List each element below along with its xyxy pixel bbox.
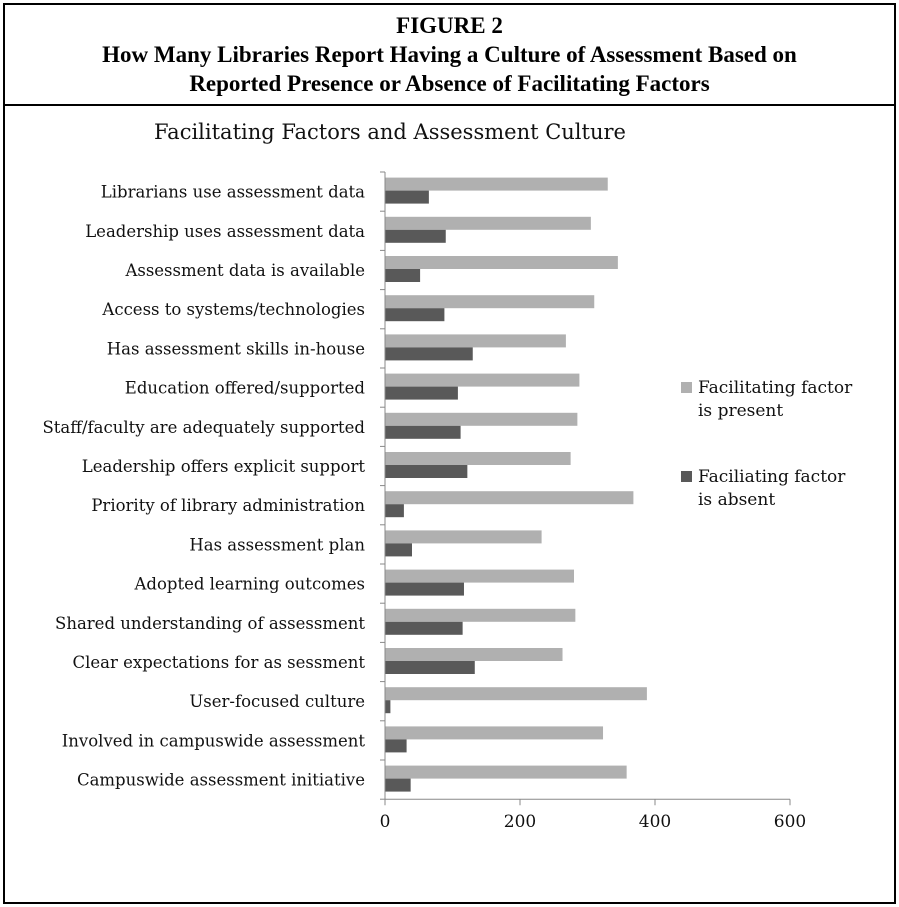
legend-swatch-present (681, 382, 692, 393)
bar-factor-absent (385, 778, 411, 792)
bar-factor-absent (385, 190, 429, 204)
x-tick-label: 200 (504, 812, 536, 832)
bar-factor-present (385, 334, 566, 348)
bar-factor-absent (385, 661, 475, 674)
category-label: Clear expectations for as sessment (73, 653, 366, 672)
category-label: User-focused culture (189, 692, 365, 711)
bar-factor-present (385, 726, 604, 740)
category-label: Access to systems/technologies (101, 300, 365, 319)
bar-factor-absent (385, 308, 445, 322)
bar-factor-present (385, 295, 595, 309)
legend-label: is present (698, 401, 783, 421)
bar-factor-absent (385, 229, 446, 243)
legend-label: is absent (698, 490, 775, 510)
bar-factor-absent (385, 347, 473, 361)
category-label: Involved in campuswide assessment (62, 731, 366, 750)
figure-frame: FIGURE 2 How Many Libraries Report Havin… (3, 3, 896, 904)
bar-factor-absent (385, 700, 391, 714)
category-label: Assessment data is available (124, 261, 365, 280)
bar-factor-present (385, 608, 576, 622)
figure-title-line-1: How Many Libraries Report Having a Cultu… (102, 42, 797, 67)
x-tick-label: 0 (380, 812, 391, 832)
category-label: Priority of library administration (91, 496, 365, 515)
bar-factor-absent (385, 543, 412, 557)
figure-title-line-2: Reported Presence or Absence of Facilita… (189, 71, 710, 96)
figure-number: FIGURE 2 (396, 13, 503, 38)
category-label: Has assessment plan (189, 535, 365, 554)
bar-factor-present (385, 452, 571, 465)
bar-factor-present (385, 256, 618, 269)
bar-factor-present (385, 765, 627, 779)
legend-label: Facilitating factor (698, 378, 853, 398)
bar-factor-present (385, 491, 634, 505)
bar-factor-present (385, 648, 563, 661)
bar-factor-present (385, 687, 647, 701)
bar-factor-absent (385, 465, 468, 478)
figure-header: FIGURE 2 How Many Libraries Report Havin… (5, 5, 894, 106)
category-label: Librarians use assessment data (101, 183, 365, 202)
category-label: Has assessment skills in-house (107, 339, 365, 358)
bar-factor-present (385, 177, 608, 191)
category-label: Campuswide assessment initiative (77, 771, 365, 790)
category-label: Leadership uses assessment data (85, 222, 365, 241)
bar-factor-absent (385, 386, 458, 400)
bar-factor-absent (385, 504, 404, 518)
chart-title: Facilitating Factors and Assessment Cult… (154, 120, 626, 144)
bar-factor-absent (385, 582, 464, 596)
category-label: Education offered/supported (125, 379, 366, 398)
category-label: Shared understanding of assessment (55, 614, 365, 633)
bar-factor-absent (385, 739, 407, 753)
bar-factor-present (385, 216, 591, 230)
legend-label: Faciliating factor (698, 467, 846, 487)
bar-factor-absent (385, 621, 463, 635)
x-tick-label: 400 (639, 812, 671, 832)
x-tick-label: 600 (774, 812, 806, 832)
bar-factor-absent (385, 425, 461, 439)
bar-factor-present (385, 412, 578, 426)
bar-factor-present (385, 530, 542, 544)
category-label: Leadership offers explicit support (82, 457, 366, 476)
legend-swatch-absent (681, 471, 692, 482)
category-label: Staff/faculty are adequately supported (43, 418, 366, 437)
bar-factor-absent (385, 269, 421, 282)
category-label: Adopted learning outcomes (133, 575, 365, 594)
bar-factor-present (385, 569, 574, 583)
bar-factor-present (385, 373, 580, 387)
